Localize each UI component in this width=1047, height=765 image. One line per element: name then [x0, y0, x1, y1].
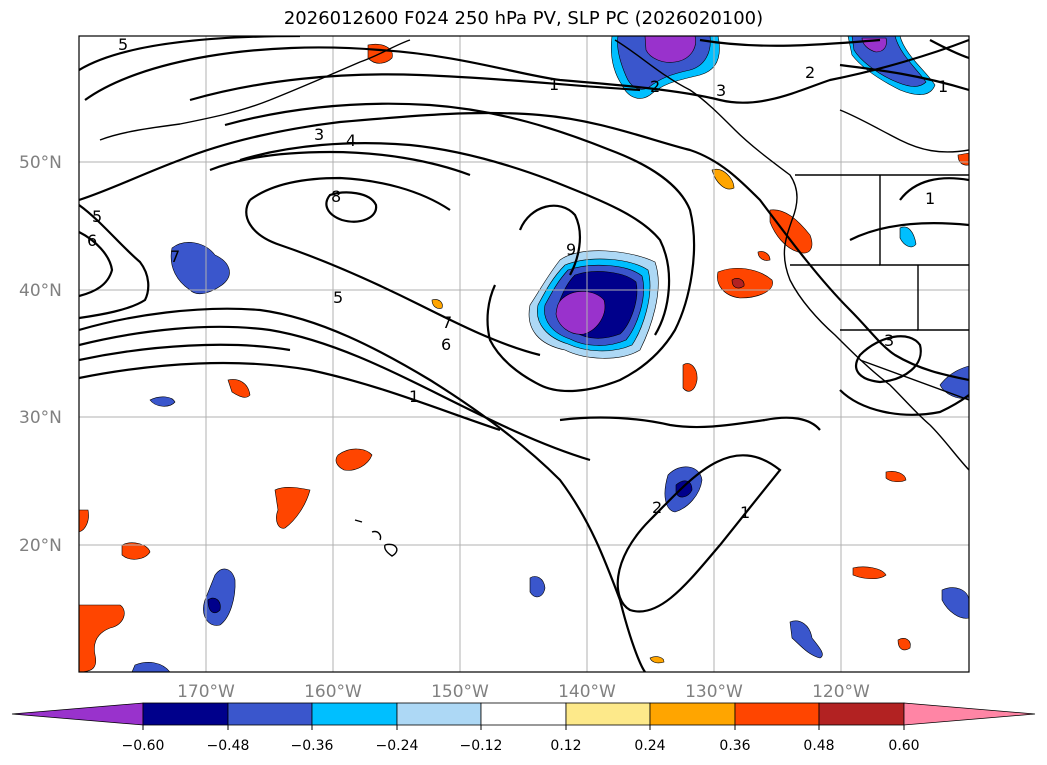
lon-label: 140°W	[558, 682, 616, 702]
colorbar-bin	[480, 702, 567, 726]
slp-contours	[79, 36, 969, 672]
contour-label: 5	[92, 207, 102, 226]
lat-label: 20°N	[19, 536, 62, 556]
contour-label: 4	[346, 131, 356, 150]
colorbar-tick-label: −0.12	[460, 738, 503, 754]
lon-label: 120°W	[812, 682, 870, 702]
colorbar-bin	[818, 702, 905, 726]
map-plot-area	[79, 36, 969, 672]
colorbar-bin	[311, 702, 398, 726]
contour-label: 5	[333, 288, 343, 307]
colorbar-labels: −0.60 −0.48 −0.36 −0.24 −0.12 0.12 0.24 …	[122, 738, 920, 754]
colorbar-bin	[649, 702, 736, 726]
contour-label: 1	[938, 77, 948, 96]
contour-label: 9	[566, 240, 576, 259]
colorbar-bin	[227, 702, 313, 726]
pv-negative-core	[555, 291, 606, 335]
colorbar-bin	[565, 702, 651, 726]
contour-label: 2	[805, 63, 815, 82]
lon-label: 130°W	[685, 682, 743, 702]
contour-label: 6	[441, 335, 451, 354]
lat-label: 30°N	[19, 408, 62, 428]
colorbar-bin	[396, 702, 482, 726]
map-frame	[78, 35, 970, 673]
longitude-labels: 170°W 160°W 150°W 140°W 130°W 120°W	[177, 682, 870, 702]
colorbar-bin	[142, 702, 229, 726]
contour-label: 3	[884, 331, 894, 350]
contour-label: 1	[740, 503, 750, 522]
pv-shading	[79, 36, 969, 672]
contour-label: 1	[925, 189, 935, 208]
lat-label: 50°N	[19, 153, 62, 173]
lat-label: 40°N	[19, 281, 62, 301]
colorbar-tick-label: 0.48	[803, 738, 834, 754]
contour-label: 2	[650, 77, 660, 96]
colorbar-tick-label: 0.36	[719, 738, 750, 754]
coastlines	[99, 39, 969, 557]
lon-label: 160°W	[304, 682, 362, 702]
latitude-labels: 50°N 40°N 30°N 20°N	[19, 153, 62, 556]
lon-label: 170°W	[177, 682, 235, 702]
contour-label: 1	[549, 75, 559, 94]
contour-label: 8	[331, 187, 341, 206]
colorbar-tick-label: 0.12	[550, 738, 581, 754]
contour-label: 3	[716, 81, 726, 100]
contour-label: 2	[652, 498, 662, 517]
colorbar-bin	[734, 702, 820, 726]
colorbar-tick-label: 0.60	[888, 738, 919, 754]
colorbar-tick-label: −0.48	[207, 738, 250, 754]
colorbar-tick-label: −0.60	[122, 738, 165, 754]
contour-label: 7	[170, 247, 180, 266]
colorbar-max-extension	[903, 702, 1036, 726]
colorbar-tick-label: −0.24	[376, 738, 419, 754]
contour-label: 1	[409, 387, 419, 406]
map-title: 2026012600 F024 250 hPa PV, SLP PC (2026…	[283, 8, 764, 29]
colorbar-min-extension	[11, 702, 144, 726]
colorbar-tick-label: −0.36	[291, 738, 334, 754]
contour-label: 3	[314, 125, 324, 144]
contour-label: 7	[442, 313, 452, 332]
colorbar	[11, 702, 1036, 726]
colorbar-ticks	[142, 725, 905, 730]
lon-label: 150°W	[431, 682, 489, 702]
contour-label: 6	[87, 231, 97, 250]
colorbar-tick-label: 0.24	[634, 738, 665, 754]
contour-labels: 5 1 3 4 8 5 6 7 9 7 6 5 1 2 1 2 3 1 3 2 …	[87, 35, 948, 522]
contour-label: 5	[118, 35, 128, 54]
